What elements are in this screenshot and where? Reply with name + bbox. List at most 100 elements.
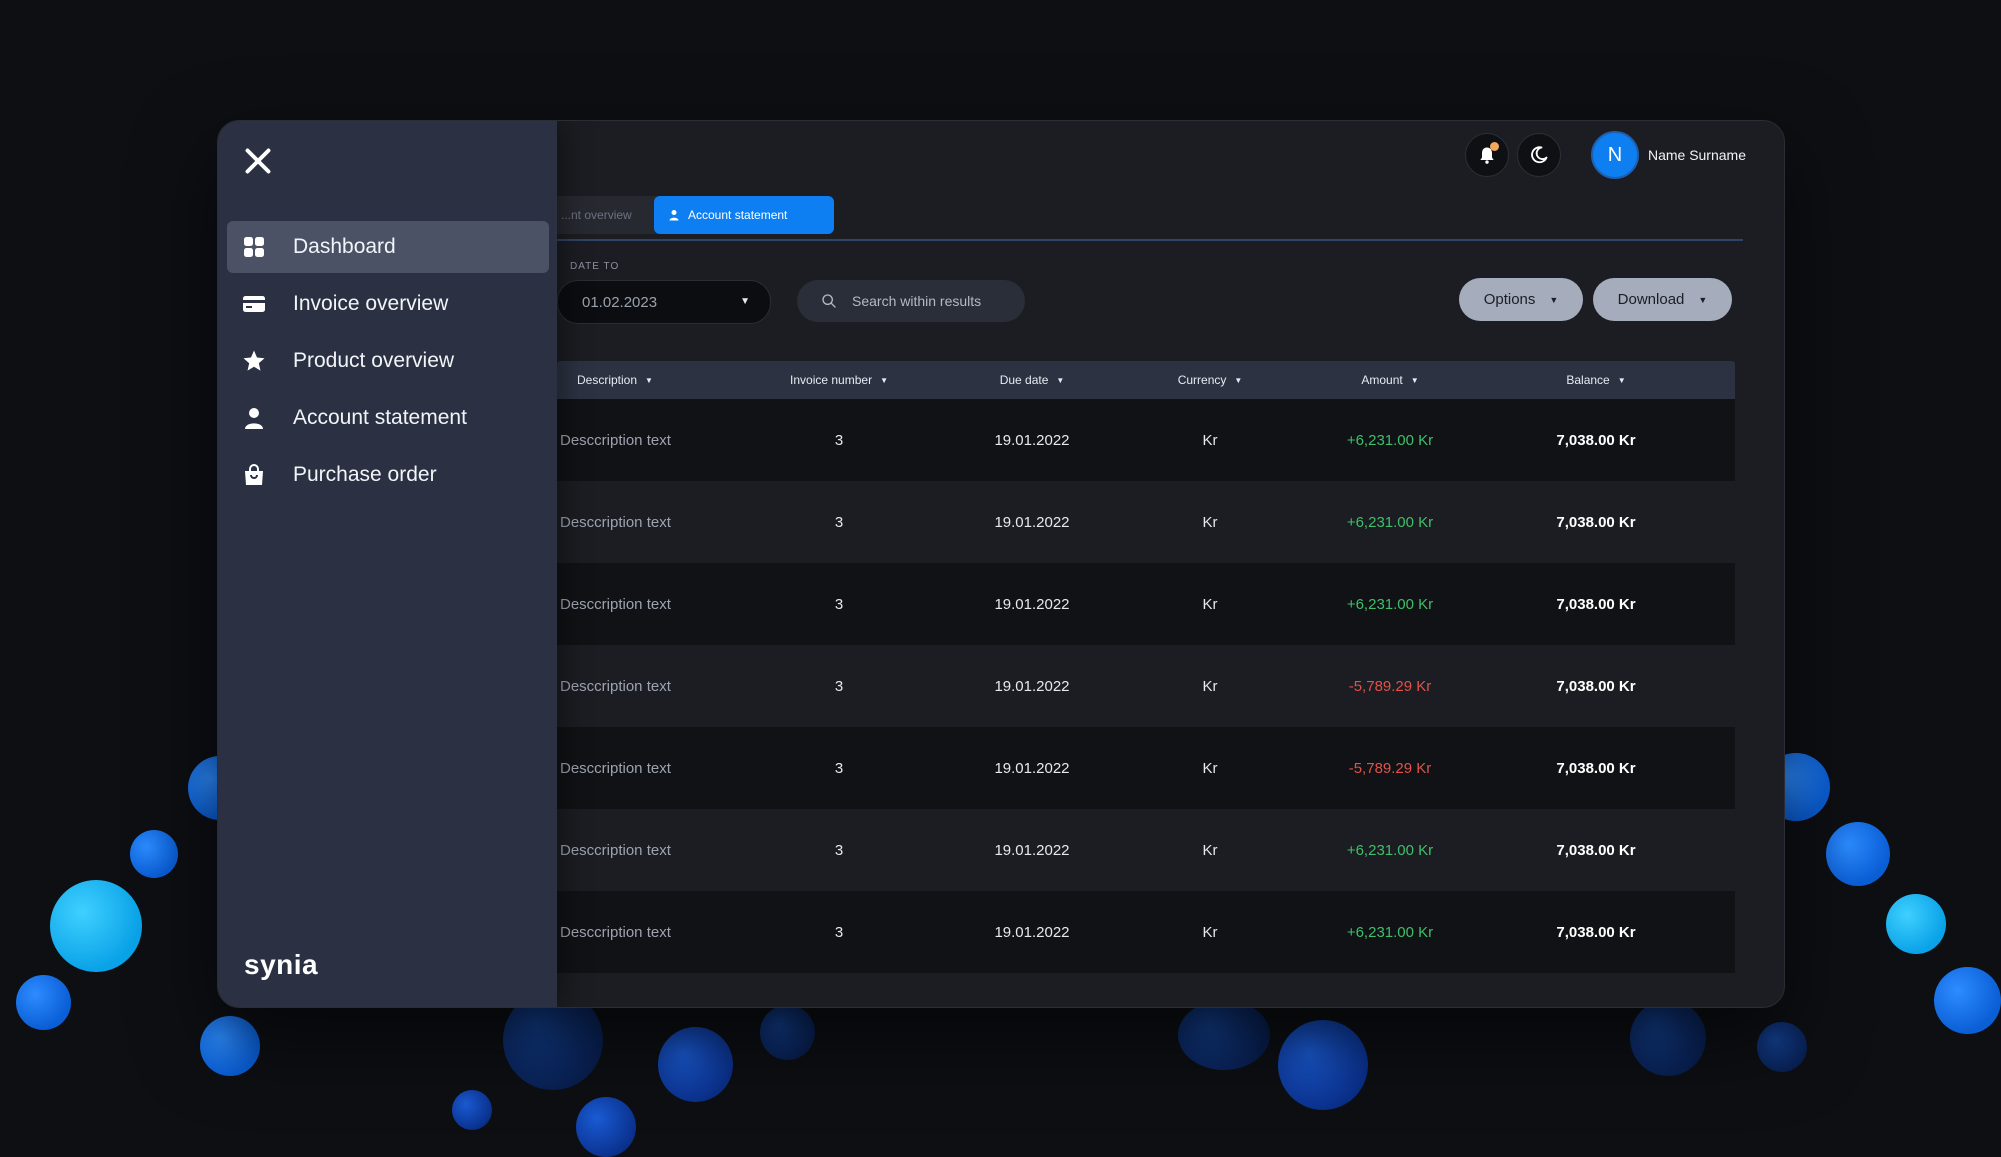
app-window: Dashboard Invoice overview Product overv… [217,120,1785,1008]
column-header-invoice-number[interactable]: Invoice number ▼ [790,373,888,387]
sidebar-item-purchase-order[interactable]: Purchase order [227,449,549,501]
cell-currency: Kr [1202,759,1218,777]
sort-caret-icon: ▼ [1410,375,1419,385]
download-button[interactable]: Download ▼ [1593,278,1732,321]
date-to-select[interactable]: 01.02.2023 ▼ [557,280,771,324]
cell-description: Desccription text [560,841,671,859]
table-row[interactable]: Desccription text 3 19.01.2022 Kr +6,231.00 … [557,481,1735,563]
sort-caret-icon: ▼ [1056,375,1065,385]
sort-caret-icon: ▼ [645,375,653,385]
cell-amount: +6,231.00 Kr [1346,513,1434,531]
cell-currency: Kr [1202,513,1218,531]
close-icon [245,148,271,174]
cell-balance: 7,038.00 Kr [1556,923,1636,941]
table-row[interactable]: Desccription text 3 19.01.2022 Kr +6,231.00 … [557,399,1735,481]
cell-description: Desccription text [560,595,671,613]
table-row[interactable]: Desccription text 3 19.01.2022 Kr +6,231.00 … [557,809,1735,891]
cell-invoice-number: 3 [834,431,844,449]
options-button[interactable]: Options ▼ [1459,278,1583,321]
cell-currency: Kr [1202,677,1218,695]
topbar: N Name Surname [1457,131,1746,179]
table-row[interactable]: Desccription text 3 19.01.2022 Kr -5,789.29 … [557,727,1735,809]
cell-invoice-number: 3 [834,923,844,941]
column-header-amount[interactable]: Amount ▼ [1361,373,1419,387]
sidebar-item-account-statement[interactable]: Account statement [227,392,549,444]
sidebar-item-label: Product overview [293,349,455,372]
cell-due-date: 19.01.2022 [994,841,1070,859]
shopping-bag-icon [241,462,267,488]
cell-amount: -5,789.29 Kr [1348,677,1432,695]
account-statement-table: Description ▼ Invoice number ▼ Due date ▼ C… [557,361,1735,973]
table-header: Description ▼ Invoice number ▼ Due date ▼ C… [557,361,1735,399]
table-row[interactable]: Desccription text 3 19.01.2022 Kr +6,231.00 … [557,563,1735,645]
app-logo: synia [244,949,319,980]
sidebar-item-label: Purchase order [293,463,437,486]
sidebar-item-label: Dashboard [293,235,396,258]
chevron-down-icon: ▼ [740,296,750,307]
date-to-value: 01.02.2023 [582,293,658,311]
dashboard-grid-icon [241,234,267,260]
sidebar-item-label: Invoice overview [293,292,449,315]
cell-due-date: 19.01.2022 [994,595,1070,613]
dark-mode-toggle[interactable] [1516,133,1561,177]
avatar[interactable]: N [1590,131,1639,179]
sidebar-item-label: Account statement [293,406,467,429]
notifications-button[interactable] [1464,133,1509,177]
date-to-label: DATE TO [570,261,620,272]
cell-description: Desccription text [560,513,671,531]
cell-description: Desccription text [560,677,671,695]
column-header-description[interactable]: Description ▼ [577,373,653,387]
cell-due-date: 19.01.2022 [994,759,1070,777]
sidebar-item-product-overview[interactable]: Product overview [227,335,549,387]
cell-invoice-number: 3 [834,513,844,531]
sort-caret-icon: ▼ [1234,375,1243,385]
sidebar-item-dashboard[interactable]: Dashboard [227,221,549,273]
user-name[interactable]: Name Surname [1647,147,1746,163]
table-body: Desccription text 3 19.01.2022 Kr +6,231.00 … [557,399,1735,973]
sidebar-nav: Dashboard Invoice overview Product overv… [227,221,549,506]
column-header-balance[interactable]: Balance ▼ [1566,373,1626,387]
options-label: Options [1483,291,1536,308]
tab-product-overview[interactable]: ...nt overview [537,196,671,234]
credit-card-icon [241,291,267,317]
notification-badge [1489,142,1499,151]
column-header-due-date[interactable]: Due date ▼ [999,373,1065,387]
table-row[interactable]: Desccription text 3 19.01.2022 Kr -5,789.29 … [557,645,1735,727]
cell-balance: 7,038.00 Kr [1556,595,1636,613]
search-input[interactable] [850,292,1014,310]
cell-due-date: 19.01.2022 [994,513,1070,531]
close-sidebar-button[interactable] [240,143,276,179]
cell-balance: 7,038.00 Kr [1556,841,1636,859]
cell-amount: +6,231.00 Kr [1346,595,1434,613]
table-row[interactable]: Desccription text 3 19.01.2022 Kr +6,231.00 … [557,891,1735,973]
tab-label: Account statement [688,208,788,222]
cell-invoice-number: 3 [834,759,844,777]
chevron-down-icon: ▼ [1549,294,1559,305]
sidebar: Dashboard Invoice overview Product overv… [218,121,557,1007]
user-icon [669,210,679,221]
cell-invoice-number: 3 [834,841,844,859]
cell-amount: +6,231.00 Kr [1346,841,1434,859]
cell-balance: 7,038.00 Kr [1556,677,1636,695]
sidebar-item-invoice-overview[interactable]: Invoice overview [227,278,549,330]
column-header-currency[interactable]: Currency ▼ [1177,373,1243,387]
cell-currency: Kr [1202,841,1218,859]
main-content: N Name Surname ...nt overview Account st… [537,121,1784,1007]
sort-caret-icon: ▼ [880,375,888,385]
moon-icon [1531,146,1548,164]
cell-amount: +6,231.00 Kr [1346,923,1434,941]
chevron-down-icon: ▼ [1698,294,1708,305]
cell-due-date: 19.01.2022 [994,431,1070,449]
cell-invoice-number: 3 [834,677,844,695]
search-field[interactable] [797,280,1025,322]
star-icon [241,348,267,374]
sort-caret-icon: ▼ [1617,375,1626,385]
search-icon [822,294,836,308]
cell-currency: Kr [1202,431,1218,449]
tab-account-statement[interactable]: Account statement [654,196,834,234]
cell-balance: 7,038.00 Kr [1556,513,1636,531]
download-label: Download [1617,291,1685,308]
cell-amount: -5,789.29 Kr [1348,759,1432,777]
cell-amount: +6,231.00 Kr [1346,431,1434,449]
user-icon [241,405,267,431]
